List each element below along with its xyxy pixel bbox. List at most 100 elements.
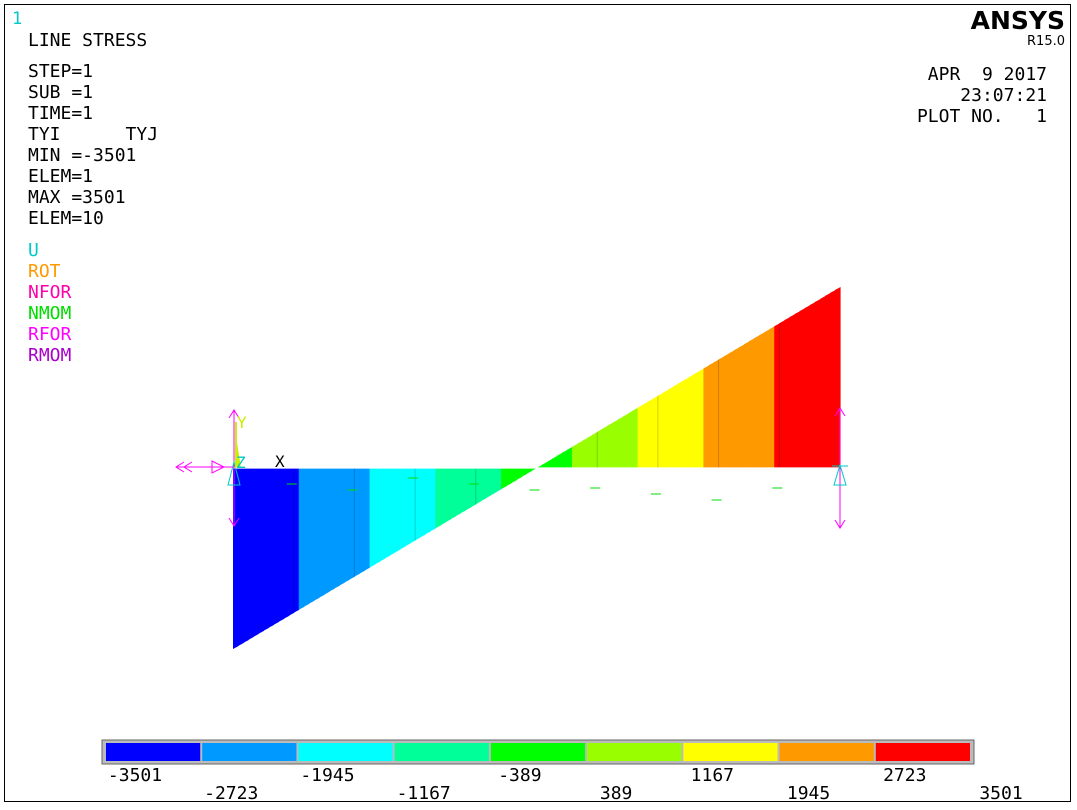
stress-slice [733,347,740,468]
colorbar-swatch [779,743,874,761]
solution-info-line: MIN =-3501 [28,145,137,166]
reaction-up-arrow-right-head [834,407,846,417]
stress-slice [708,362,715,468]
stress-slice [445,468,452,523]
colorbar-tick-label: 3501 [979,783,1023,804]
stress-slice [789,314,796,468]
stress-slice [829,290,836,468]
colorbar-swatch [202,743,297,761]
graphics-window [4,4,1071,802]
stress-slice [364,468,371,571]
reaction-up-arrow-left-head [228,409,240,419]
stress-slice [268,468,275,628]
stress-slice [657,392,664,468]
stress-slice [334,468,340,589]
stress-slice [738,344,745,468]
stress-slice [713,359,720,468]
stress-slice [764,329,770,468]
stress-slice [460,468,467,514]
stress-slice [273,468,280,625]
solution-info-line: STEP=1 [28,61,94,82]
stress-slice [794,311,801,468]
stress-slice [743,341,750,468]
stress-slice [587,434,593,468]
stress-slice [693,371,699,468]
solution-info-line: SUB =1 [28,82,94,103]
release-label: R15.0 [1027,34,1065,49]
colorbar-swatch [106,743,201,761]
stress-slice [622,413,629,468]
stress-slice [238,468,244,646]
stress-slice [561,449,568,468]
stress-slice [784,317,791,468]
colorbar-swatch [875,743,970,761]
reaction-horizontal-head-2 [183,461,193,473]
solution-info-line: TYI TYJ [28,124,159,145]
stress-slice [678,380,684,468]
stress-slice [283,468,290,619]
stress-slice [475,468,482,505]
stress-slice [506,468,512,487]
colorbar-tick-label: -3501 [107,765,163,786]
stress-slice [804,305,811,468]
stress-slice [582,437,588,468]
stress-slice [703,365,710,468]
stress-slice [597,428,603,468]
stress-slice [248,468,254,640]
stress-slice [430,468,436,532]
stress-slice [728,350,735,468]
symbol-legend-item: NMOM [28,303,72,324]
colorbar-swatch [587,743,682,761]
symbol-legend-item: NFOR [28,282,72,303]
plot-number: PLOT NO. 1 [916,106,1047,127]
stress-slice [748,338,755,468]
stress-slice [769,326,775,468]
colorbar-tick-label: 1945 [786,783,831,804]
stress-slice [450,468,457,520]
window-number: 1 [12,9,23,29]
stress-slice [293,468,300,613]
stress-slice [541,461,548,468]
stress-slice [754,335,760,468]
stress-slice [308,468,315,604]
stress-slice [374,468,381,565]
support-symbol-right [833,463,847,486]
stress-slice [298,468,305,610]
stress-slice [496,468,502,493]
solution-info-line: TIME=1 [28,103,94,124]
stress-slice [324,468,330,595]
stress-slice [339,468,345,586]
stress-slice [394,468,401,553]
colorbar-tick-label: -2723 [204,783,259,804]
symbol-legend-item: ROT [28,261,61,282]
stress-slice [799,308,806,468]
stress-slice [410,468,416,544]
stress-slice [511,468,517,484]
stress-slice [485,468,492,499]
stress-slice [369,468,376,568]
stress-slice [470,468,477,508]
stress-slice [389,468,396,556]
support-symbol-left [227,460,241,486]
plot-time: 23:07:21 [960,85,1047,106]
stress-slice [612,419,619,468]
reaction-horizontal-head [175,461,185,473]
colorbar-swatch [490,743,586,761]
constraint-triangle [211,460,226,474]
colorbar-tick-label: -1167 [396,783,451,804]
stress-slice [834,287,841,468]
stress-slice [637,404,644,468]
plot-date: APR 9 2017 [927,64,1047,85]
solution-info-line: ELEM=10 [28,208,104,229]
stress-slice [455,468,462,517]
stress-slice [814,299,821,468]
stress-slice [683,377,689,468]
stress-slice [516,468,522,481]
stress-slice [501,468,507,490]
stress-slice [480,468,487,502]
stress-slice [399,468,406,550]
stress-slice [602,425,608,468]
colorbar-tick-label: -1945 [300,765,355,786]
stress-slice [425,468,431,535]
